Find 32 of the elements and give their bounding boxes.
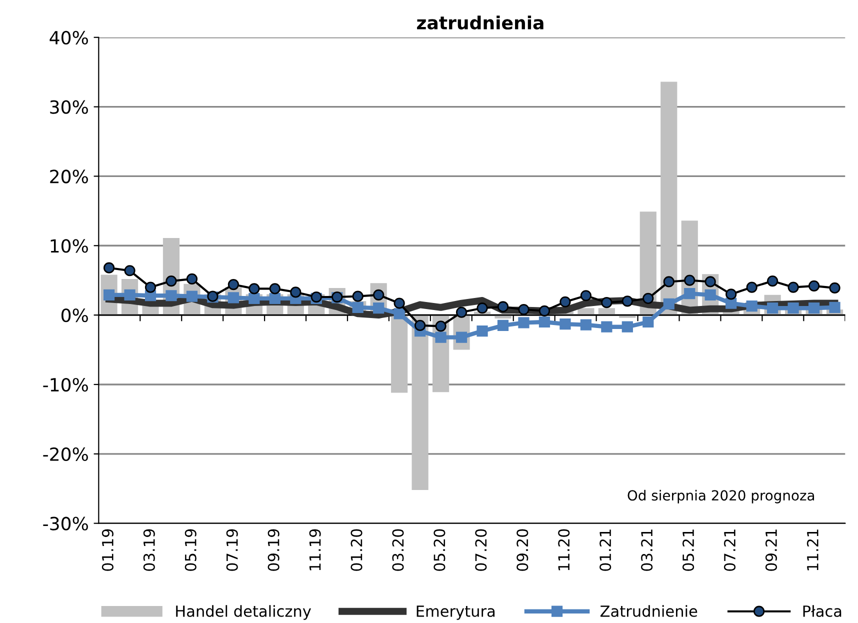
x-tick-label: 01.21 — [600, 530, 612, 571]
y-tick-label: 40% — [50, 30, 88, 44]
x-tick-label: 03.21 — [641, 530, 653, 571]
y-tick-label: -20% — [43, 447, 88, 462]
x-tick-label: 07.21 — [724, 530, 736, 571]
legend-label: Emerytura — [416, 606, 495, 620]
x-tick-label: 07.19 — [226, 529, 238, 571]
x-tick-label: 09.20 — [516, 529, 528, 571]
legend-label: Zatrudnienie — [600, 605, 698, 617]
legend-label: Handel detaliczny — [176, 605, 311, 620]
annotation: Od sierpnia 2020 prognoza — [628, 490, 814, 504]
y-tick-label: 10% — [50, 239, 88, 253]
y-tick-label: -10% — [43, 378, 88, 392]
legend-label: Płaca — [803, 605, 842, 617]
x-tick-label: 03.19 — [143, 529, 155, 571]
y-tick-label: 0% — [61, 308, 88, 322]
y-tick-label: -30% — [43, 516, 88, 530]
x-tick-label: 11.21 — [806, 530, 818, 570]
x-tick-label: 11.20 — [558, 529, 570, 570]
x-tick-label: 01.20 — [350, 529, 362, 571]
x-tick-label: 03.20 — [392, 529, 404, 571]
x-tick-label: 01.19 — [102, 529, 114, 571]
x-tick-label: 05.20 — [434, 529, 446, 571]
x-tick-label: 11.19 — [309, 529, 321, 570]
x-tick-label: 05.21 — [682, 530, 694, 571]
x-tick-label: 05.19 — [184, 529, 196, 571]
x-tick-label: 09.19 — [268, 529, 280, 571]
x-tick-label: 07.20 — [475, 529, 487, 571]
y-tick-label: 30% — [50, 100, 88, 114]
x-tick-label: 09.21 — [765, 530, 777, 571]
y-tick-label: 20% — [50, 170, 88, 184]
chart-title: zatrudnienia — [417, 16, 544, 30]
